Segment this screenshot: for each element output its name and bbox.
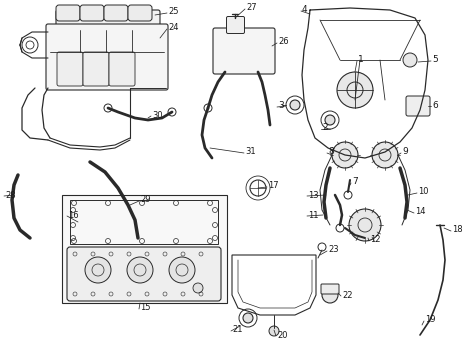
FancyBboxPatch shape bbox=[57, 52, 83, 86]
FancyBboxPatch shape bbox=[227, 16, 245, 33]
Text: 12: 12 bbox=[370, 236, 381, 245]
Text: 9: 9 bbox=[402, 148, 408, 157]
Circle shape bbox=[127, 257, 153, 283]
Text: 14: 14 bbox=[415, 207, 426, 216]
Text: 8: 8 bbox=[328, 148, 334, 157]
Text: 2: 2 bbox=[322, 124, 328, 133]
Circle shape bbox=[243, 313, 253, 323]
FancyBboxPatch shape bbox=[56, 5, 80, 21]
Circle shape bbox=[85, 257, 111, 283]
Text: 22: 22 bbox=[342, 291, 353, 300]
Text: 18: 18 bbox=[452, 226, 463, 235]
Text: 28: 28 bbox=[5, 190, 16, 199]
FancyBboxPatch shape bbox=[46, 24, 168, 90]
FancyBboxPatch shape bbox=[56, 10, 160, 28]
Circle shape bbox=[169, 257, 195, 283]
Text: 5: 5 bbox=[432, 55, 438, 64]
Text: 7: 7 bbox=[352, 177, 358, 187]
Text: 26: 26 bbox=[278, 38, 289, 47]
Circle shape bbox=[193, 283, 203, 293]
Circle shape bbox=[337, 72, 373, 108]
Text: 20: 20 bbox=[277, 331, 288, 340]
Text: 3: 3 bbox=[278, 102, 284, 111]
Circle shape bbox=[349, 209, 381, 241]
FancyBboxPatch shape bbox=[321, 284, 339, 294]
Text: 29: 29 bbox=[140, 196, 151, 205]
FancyBboxPatch shape bbox=[109, 52, 135, 86]
FancyBboxPatch shape bbox=[128, 5, 152, 21]
Text: 11: 11 bbox=[308, 211, 319, 220]
FancyBboxPatch shape bbox=[213, 28, 275, 74]
Text: 19: 19 bbox=[425, 316, 436, 324]
Text: 17: 17 bbox=[268, 182, 279, 190]
Text: 15: 15 bbox=[140, 303, 151, 313]
Text: 27: 27 bbox=[246, 3, 256, 13]
Text: 25: 25 bbox=[168, 8, 179, 16]
Circle shape bbox=[322, 287, 338, 303]
Text: 21: 21 bbox=[232, 325, 243, 334]
Text: 4: 4 bbox=[302, 6, 308, 15]
FancyBboxPatch shape bbox=[67, 247, 221, 301]
FancyBboxPatch shape bbox=[406, 96, 430, 116]
Text: 30: 30 bbox=[152, 111, 163, 119]
Circle shape bbox=[325, 115, 335, 125]
Bar bbox=[70, 200, 218, 244]
Circle shape bbox=[372, 142, 398, 168]
Bar bbox=[62, 195, 227, 303]
Circle shape bbox=[269, 326, 279, 336]
Text: 24: 24 bbox=[168, 24, 179, 32]
Text: 10: 10 bbox=[418, 188, 428, 197]
Text: 13: 13 bbox=[308, 190, 319, 199]
FancyBboxPatch shape bbox=[83, 52, 109, 86]
Circle shape bbox=[332, 142, 358, 168]
Text: 16: 16 bbox=[68, 211, 79, 220]
Text: 31: 31 bbox=[245, 148, 255, 157]
FancyBboxPatch shape bbox=[80, 5, 104, 21]
Text: 23: 23 bbox=[328, 245, 338, 254]
Text: 6: 6 bbox=[432, 101, 438, 110]
Text: 1: 1 bbox=[358, 55, 364, 64]
Circle shape bbox=[403, 53, 417, 67]
Circle shape bbox=[290, 100, 300, 110]
FancyBboxPatch shape bbox=[104, 5, 128, 21]
